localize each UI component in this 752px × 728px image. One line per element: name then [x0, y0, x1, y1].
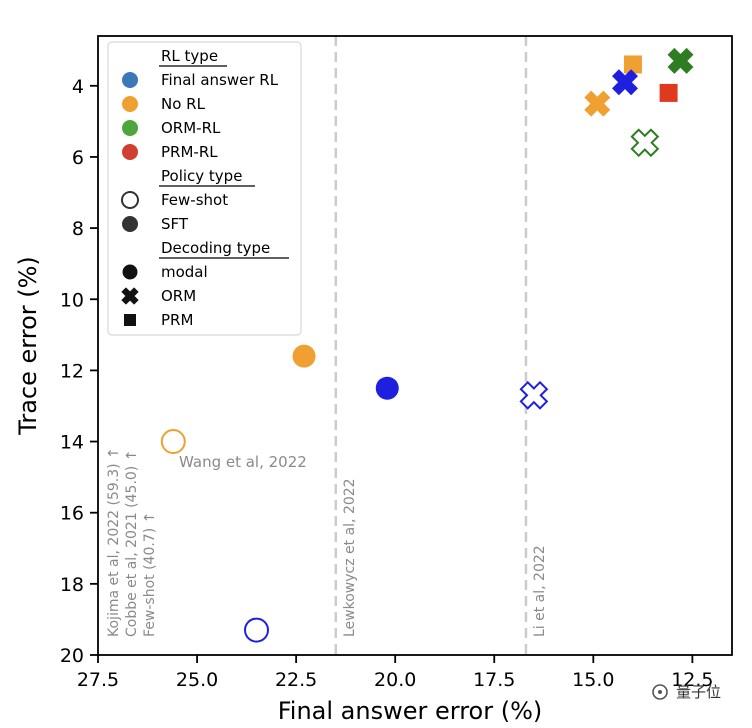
- legend-marker-rl-2: [122, 120, 138, 136]
- y-tick-label-6: 16: [60, 503, 84, 525]
- legend-box: [107, 41, 302, 336]
- annotation-wang: Wang et al, 2022: [179, 453, 307, 471]
- x-tick-label-0: 27.5: [77, 669, 119, 691]
- y-tick-label-4: 12: [60, 360, 84, 382]
- watermark-text: 量子位: [676, 683, 721, 701]
- legend-marker-policy-1: [122, 216, 138, 232]
- legend-marker-decoding-0: [122, 264, 138, 280]
- legend-label-decoding-2: PRM: [161, 311, 193, 329]
- x-axis-title: Final answer error (%): [278, 697, 543, 724]
- offscale-annotation-0: Kojima et al, 2022 (59.3) ↑: [106, 447, 122, 637]
- x-tick-label-3: 20.0: [374, 669, 416, 691]
- legend-label-rl-1: No RL: [161, 95, 206, 113]
- data-point-2: [375, 376, 399, 400]
- legend-label-rl-2: ORM-RL: [161, 119, 221, 137]
- y-tick-label-7: 18: [60, 574, 84, 596]
- y-tick-label-8: 20: [60, 645, 84, 667]
- data-point-5: [584, 90, 611, 117]
- legend-title-rl-type: RL type: [161, 47, 218, 65]
- data-point-4: [519, 380, 549, 410]
- legend-marker-rl-3: [122, 144, 138, 160]
- legend-label-rl-0: Final answer RL: [161, 71, 279, 89]
- data-point-6: [623, 55, 642, 74]
- legend-label-rl-3: PRM-RL: [161, 143, 218, 161]
- legend-label-policy-0: Few-shot: [161, 191, 228, 209]
- data-point-0: [292, 344, 316, 368]
- reference-line-label-1: Li et al, 2022: [532, 545, 548, 637]
- watermark-icon: [652, 684, 668, 700]
- legend-marker-policy-0: [121, 191, 139, 209]
- legend-label-decoding-0: modal: [161, 263, 208, 281]
- watermark-icon-dot: [658, 690, 662, 694]
- x-tick-label-6: 12.5: [671, 669, 713, 691]
- legend-marker-rl-1: [122, 96, 138, 112]
- data-point-8: [659, 83, 678, 102]
- reference-line-label-0: Lewkowycz et al, 2022: [342, 478, 358, 637]
- y-tick-label-0: 4: [72, 76, 84, 98]
- legend-marker-decoding-1: [121, 287, 139, 305]
- legend-title-decoding: Decoding type: [161, 239, 270, 257]
- x-tick-label-2: 22.5: [275, 669, 317, 691]
- legend-label-policy-1: SFT: [161, 215, 189, 233]
- y-tick-label-3: 10: [60, 289, 84, 311]
- x-tick-label-4: 17.5: [473, 669, 515, 691]
- watermark-icon-ring: [652, 684, 668, 700]
- legend-label-decoding-1: ORM: [161, 287, 196, 305]
- x-tick-label-1: 25.0: [176, 669, 218, 691]
- data-point-3: [244, 617, 269, 643]
- legend-title-policy: Policy type: [161, 167, 242, 185]
- y-tick-label-2: 8: [72, 218, 84, 240]
- x-tick-label-5: 15.0: [572, 669, 614, 691]
- legend-marker-rl-0: [122, 72, 138, 88]
- y-tick-label-1: 6: [72, 147, 84, 169]
- legend-marker-decoding-2: [124, 314, 136, 326]
- plot-area-frame: [97, 35, 733, 656]
- offscale-annotation-2: Few-shot (40.7) ↑: [142, 512, 158, 637]
- data-point-1: [160, 429, 186, 455]
- offscale-annotation-1: Cobbe et al, 2021 (45.0) ↑: [124, 450, 140, 637]
- y-axis-title: Trace error (%): [14, 256, 42, 436]
- data-point-7: [612, 69, 638, 96]
- data-point-9: [667, 47, 694, 74]
- data-point-10: [630, 128, 660, 158]
- y-tick-label-5: 14: [60, 432, 84, 454]
